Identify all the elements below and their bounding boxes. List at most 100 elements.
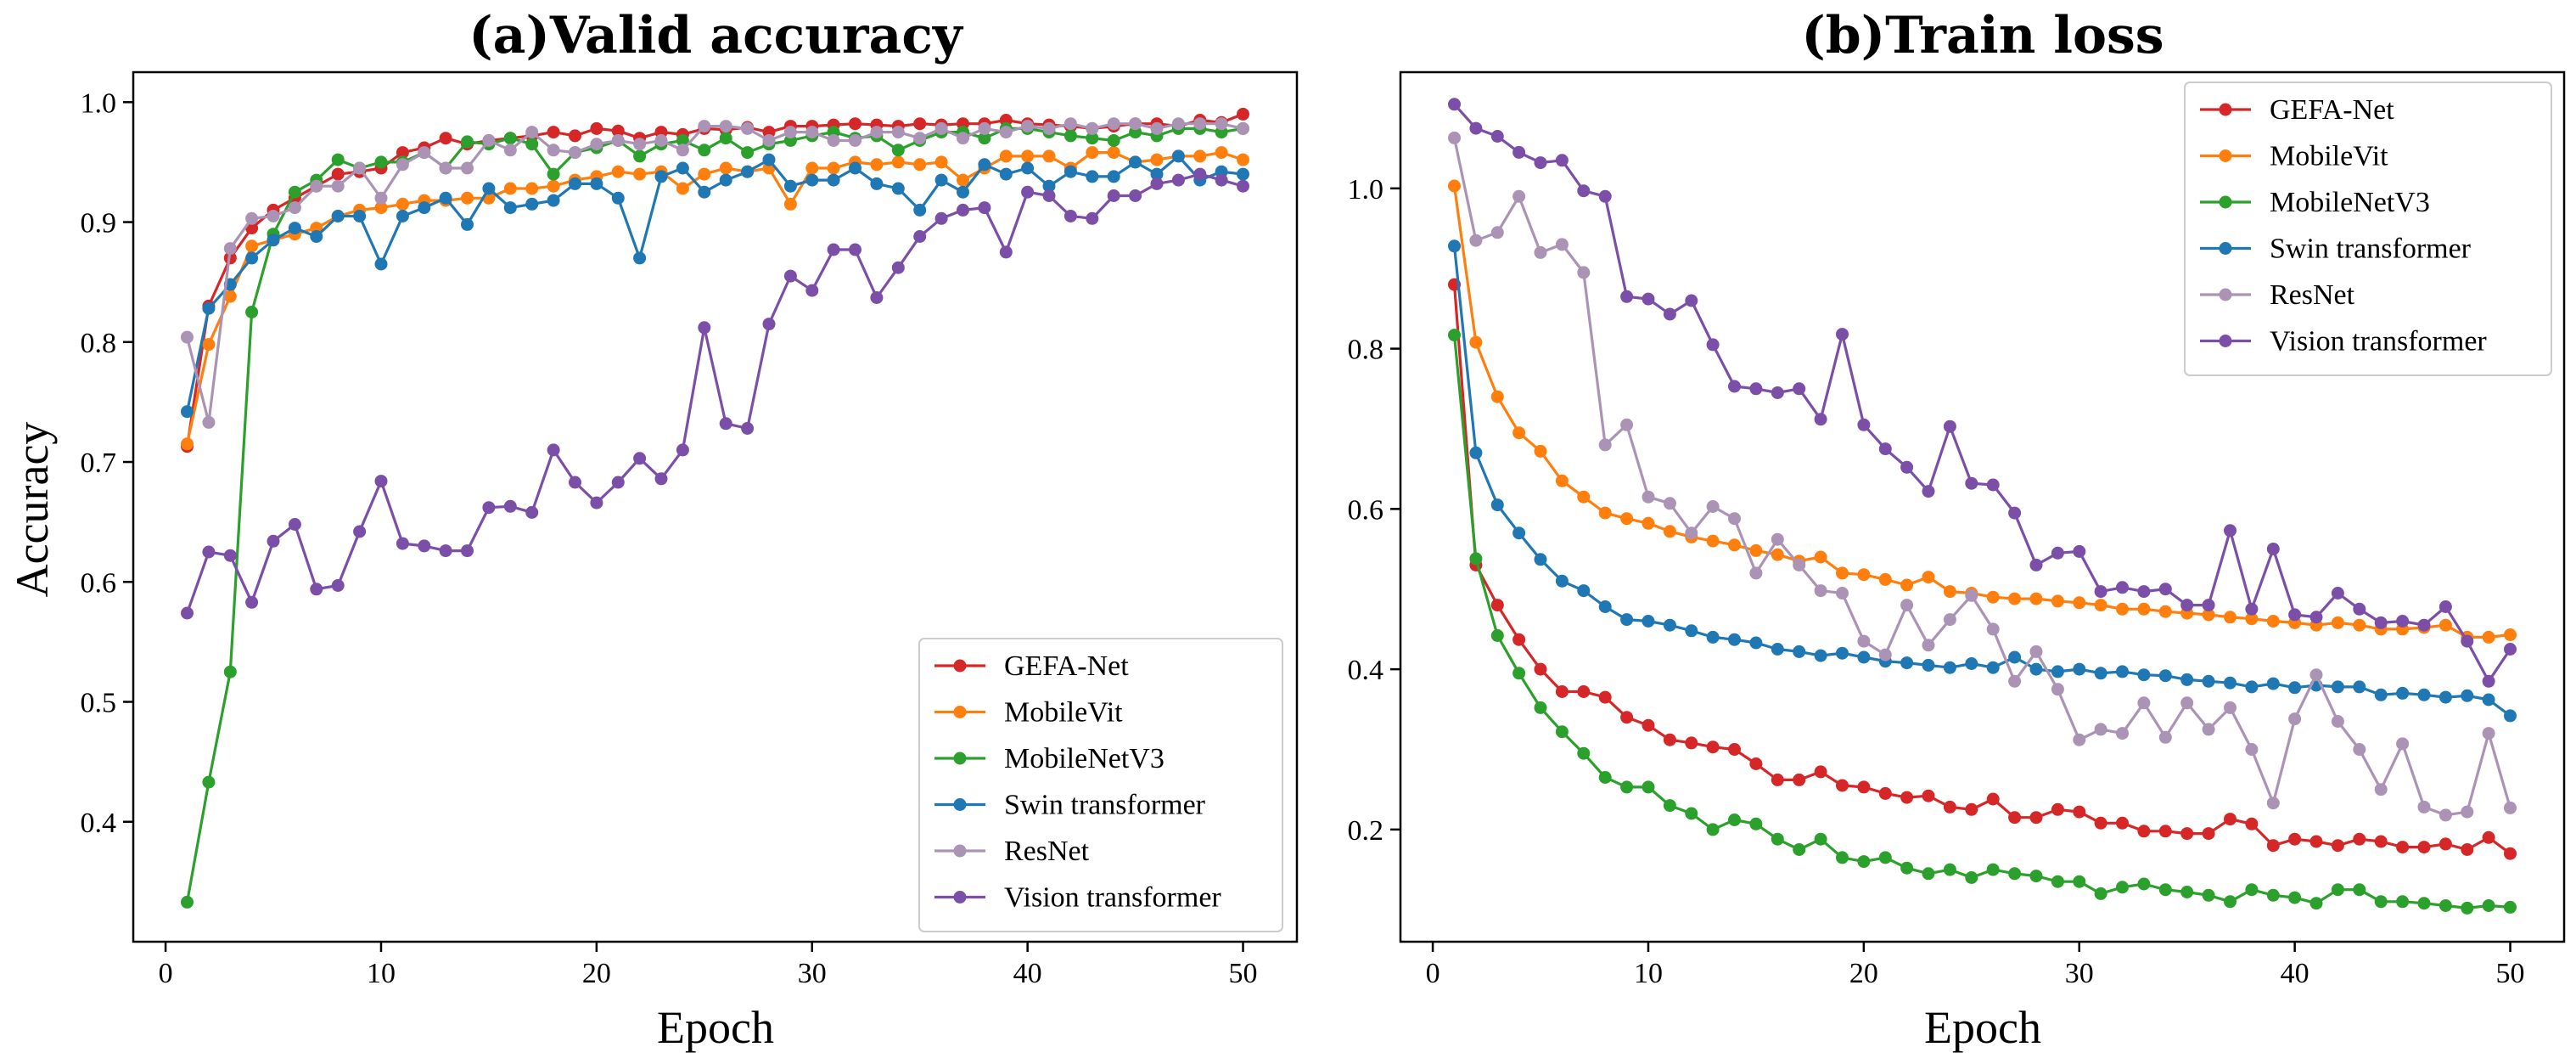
data-point <box>547 443 560 457</box>
data-point <box>461 191 474 205</box>
data-point <box>2224 895 2236 909</box>
data-point <box>1900 791 1914 804</box>
data-point <box>719 132 732 145</box>
data-point <box>2245 817 2259 830</box>
data-point <box>1555 154 1569 167</box>
data-point <box>1577 490 1591 504</box>
data-point <box>1642 516 1655 530</box>
data-point <box>2374 616 2388 629</box>
data-point <box>288 185 301 199</box>
legend-label: Vision transformer <box>1004 882 1221 914</box>
data-point <box>611 124 625 138</box>
data-point <box>1663 733 1676 746</box>
data-point <box>2094 723 2107 736</box>
valid-accuracy-chart: (a)Valid accuracy Epoch Accuracy 0 10 20 30… <box>7 6 1299 1053</box>
y-tick-label: 1.0 <box>1348 174 1384 205</box>
data-point <box>698 120 711 133</box>
data-point <box>2482 674 2495 688</box>
data-point <box>891 261 905 274</box>
data-point <box>1237 121 1249 135</box>
data-point <box>1555 685 1569 698</box>
data-point <box>482 182 496 195</box>
data-point <box>719 161 732 175</box>
data-point <box>2202 599 2215 612</box>
data-point <box>633 167 647 181</box>
series-swin-transformer <box>181 149 1249 419</box>
data-point <box>870 126 884 139</box>
data-point <box>1986 863 2000 876</box>
data-point <box>891 144 905 157</box>
data-point <box>2439 837 2452 851</box>
data-point <box>633 149 647 163</box>
data-point <box>1685 526 1698 540</box>
data-point <box>1771 643 1784 656</box>
data-point <box>676 134 689 147</box>
data-point <box>1728 743 1741 756</box>
series-mobilenetv3 <box>1448 329 2517 915</box>
data-point <box>547 144 560 157</box>
series-line <box>1452 335 2511 910</box>
data-point <box>2202 674 2215 688</box>
data-point <box>2116 602 2129 616</box>
data-point <box>805 161 819 175</box>
data-point <box>2439 899 2452 912</box>
data-point <box>957 203 969 217</box>
data-point <box>2245 743 2259 756</box>
data-point <box>1469 335 1483 349</box>
legend-label: GEFA-Net <box>1004 650 1129 682</box>
data-point <box>547 126 560 139</box>
data-point <box>2180 696 2194 710</box>
data-point <box>1685 624 1698 638</box>
y-tick-label: 0.6 <box>1348 494 1384 526</box>
data-point <box>1922 867 1935 881</box>
data-point <box>1728 538 1741 552</box>
data-point <box>2309 897 2323 910</box>
data-point <box>2008 650 2022 664</box>
data-point <box>762 134 776 147</box>
data-point <box>590 121 603 135</box>
legend-marker <box>953 659 967 673</box>
x-axis-label: Epoch <box>657 1002 774 1053</box>
data-point <box>1836 779 1849 792</box>
data-point <box>1086 211 1099 225</box>
data-point <box>1685 294 1698 307</box>
data-point <box>1836 851 1849 864</box>
data-point <box>2202 888 2215 902</box>
legend-item-swin-transformer: Swin transformer <box>934 790 1206 821</box>
data-point <box>1793 645 1806 658</box>
data-point <box>1042 121 1056 135</box>
data-point <box>2482 899 2495 912</box>
data-point <box>611 476 625 489</box>
series-vision-transformer <box>181 167 1249 620</box>
data-point <box>503 132 517 145</box>
x-tick-label: 40 <box>1013 958 1042 989</box>
data-point <box>1814 765 1827 779</box>
data-point <box>223 549 237 562</box>
axis-ticks: 0 10 20 30 40 50 0.4 0.5 0.6 0.7 0.8 0.9 1.0 <box>81 87 1258 989</box>
data-point <box>181 895 194 909</box>
data-point <box>891 182 905 195</box>
legend-marker <box>953 891 967 904</box>
data-point <box>288 222 301 235</box>
data-point <box>870 291 884 304</box>
data-point <box>1965 476 1978 490</box>
data-point <box>2439 600 2452 613</box>
data-point <box>633 251 647 265</box>
data-point <box>525 182 539 195</box>
data-point <box>525 505 539 519</box>
data-point <box>849 134 861 147</box>
y-tick-label: 1.0 <box>81 87 117 119</box>
data-point <box>1878 786 1892 800</box>
data-point <box>1943 613 1956 627</box>
data-point <box>2224 524 2236 538</box>
data-point <box>1512 633 1526 646</box>
data-point <box>698 321 711 335</box>
x-tick-label: 40 <box>2281 958 2309 989</box>
series-mobilevit <box>181 146 1249 451</box>
data-point <box>741 422 755 435</box>
data-point <box>1512 426 1526 440</box>
data-point <box>1663 618 1676 632</box>
y-tick-label: 0.8 <box>1348 335 1384 366</box>
data-point <box>353 210 367 222</box>
data-point <box>1771 832 1784 846</box>
